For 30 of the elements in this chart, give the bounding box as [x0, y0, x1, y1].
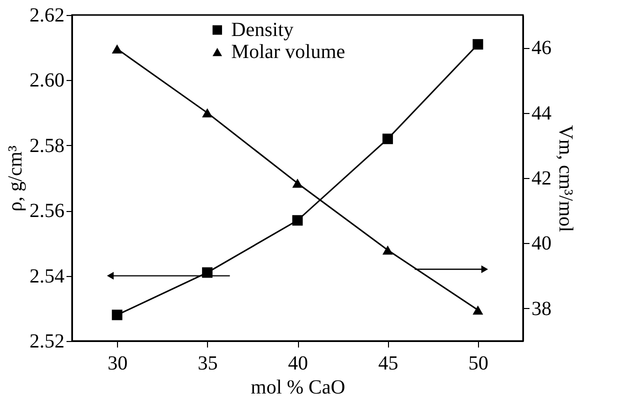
point	[112, 310, 122, 320]
x-tick-label: 40	[288, 352, 308, 374]
point	[382, 134, 393, 144]
x-axis-title: mol % CaO	[250, 376, 346, 398]
y2-tick-label: 38	[532, 298, 552, 320]
y2-axis-title: Vm, cm³/mol	[554, 124, 576, 232]
point	[292, 215, 303, 226]
y-tick-label: 2.54	[30, 265, 64, 288]
y2-tick-label: 44	[532, 102, 552, 124]
legend-label: Molar volume	[231, 41, 346, 63]
y2-tick-label: 46	[532, 37, 552, 60]
point	[202, 108, 213, 118]
point	[382, 246, 393, 255]
point	[292, 178, 303, 188]
x-tick-label: 35	[198, 352, 218, 374]
y-axis-title: ρ, g/cm³	[4, 146, 26, 212]
y2-tick-label: 42	[532, 168, 552, 190]
y2-tick-label: 40	[532, 232, 552, 255]
point	[112, 44, 122, 54]
y-tick-label: 2.62	[30, 4, 64, 26]
x-tick-label: 30	[108, 352, 128, 374]
point	[472, 305, 484, 315]
x-tick-label: 45	[378, 352, 398, 374]
y-tick-label: 2.60	[30, 70, 64, 92]
legend-label: Density	[231, 19, 294, 41]
x-tick-label: 50	[468, 352, 488, 374]
y-tick-label: 2.56	[30, 200, 64, 222]
point	[472, 39, 484, 50]
y-tick-label: 2.52	[30, 330, 64, 352]
y-tick-label: 2.58	[30, 134, 64, 157]
